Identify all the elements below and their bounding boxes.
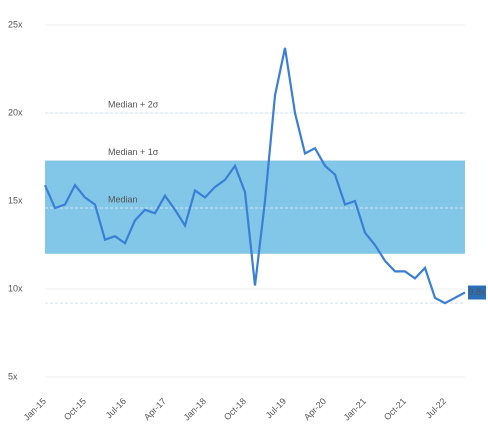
- reference-label: Median + 2σ: [108, 99, 159, 109]
- line-series: [43, 47, 466, 305]
- x-tick-label: Jul-19: [264, 396, 288, 420]
- y-tick-label: 5x: [8, 371, 18, 381]
- value-label: 9.8x: [468, 287, 486, 297]
- sigma-band: [45, 160, 465, 254]
- x-tick-label: Apr-17: [142, 396, 168, 422]
- x-tick-label: Jan-21: [342, 396, 369, 423]
- x-tick-label: Oct-18: [222, 396, 248, 422]
- x-tick-label: Oct-15: [62, 396, 88, 422]
- reference-label: Median: [108, 194, 138, 204]
- y-tick-label: 15x: [8, 195, 23, 205]
- x-tick-label: Jan-15: [22, 396, 49, 423]
- x-tick-label: Jul-16: [104, 396, 128, 420]
- x-tick-label: Apr-20: [302, 396, 328, 422]
- y-tick-label: 10x: [8, 283, 23, 293]
- x-tick-label: Jul-22: [424, 396, 448, 420]
- y-tick-label: 20x: [8, 107, 23, 117]
- x-tick-label: Jan-18: [182, 396, 209, 423]
- y-tick-label: 25x: [8, 19, 23, 29]
- reference-label: Median + 1σ: [108, 147, 159, 157]
- value-label-box: [468, 285, 486, 300]
- x-tick-label: Oct-21: [382, 396, 408, 422]
